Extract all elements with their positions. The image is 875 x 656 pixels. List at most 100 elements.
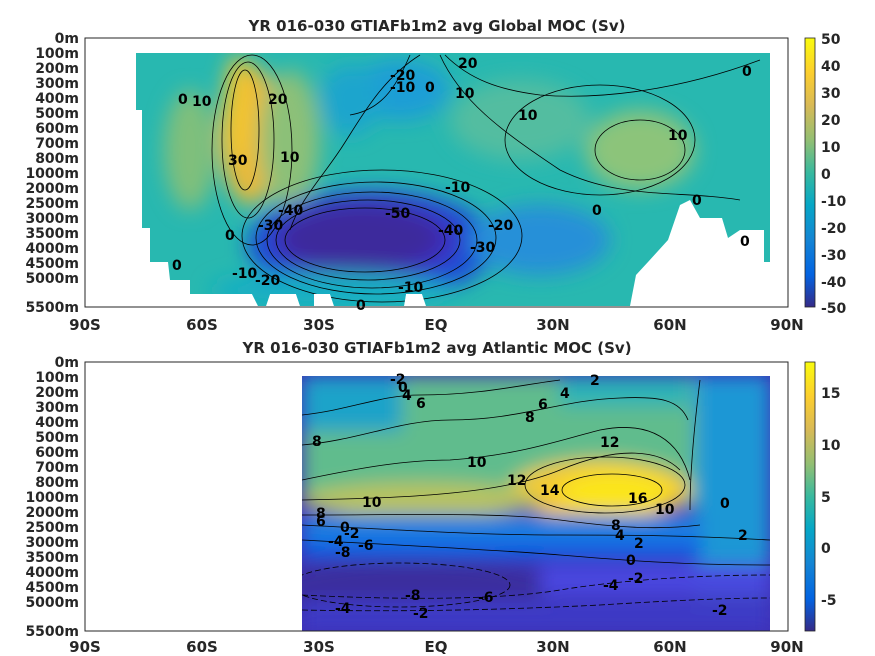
x-tick-label: 60S <box>186 638 218 656</box>
atlantic-moc-contours <box>302 379 770 612</box>
y-tick-label: 5500m <box>25 300 79 316</box>
contour-label: -8 <box>335 545 351 561</box>
x-tick-label: EQ <box>425 638 448 656</box>
contour-label: 10 <box>668 128 688 144</box>
x-tick-label: 90S <box>69 638 101 656</box>
y-tick-label: 5500m <box>25 624 79 640</box>
contour-label: 10 <box>455 86 475 102</box>
contour-label: 6 <box>316 514 326 530</box>
y-tick-label: 200m <box>35 61 79 77</box>
contour-label: 4 <box>615 528 625 544</box>
y-tick-label: 600m <box>35 445 79 461</box>
colorbar-tick-label: 40 <box>821 59 841 75</box>
global-moc-title: YR 016-030 GTIAFb1m2 avg Global MOC (Sv) <box>248 17 626 35</box>
y-tick-label: 5000m <box>25 271 79 287</box>
x-tick-label: 90N <box>770 638 803 656</box>
contour-label: -2 <box>712 603 728 619</box>
x-tick-label: 90S <box>69 316 101 334</box>
atlantic-moc-axes-box <box>84 361 789 632</box>
colorbar-tick-label: 5 <box>821 490 831 506</box>
x-tick-label: 30S <box>303 316 335 334</box>
contour-label: 0 <box>356 298 366 314</box>
y-tick-label: 0m <box>55 31 79 47</box>
contour-label: -4 <box>328 534 344 550</box>
contour-label: -10 <box>398 280 424 296</box>
contour-label: 10 <box>655 502 675 518</box>
y-tick-label: 700m <box>35 136 79 152</box>
contour-label: 2 <box>634 536 644 552</box>
colorbar-tick-label: 0 <box>821 541 831 557</box>
atlantic-moc-field <box>302 376 770 631</box>
contour-label: 10 <box>192 94 212 110</box>
contour-label: -6 <box>478 590 494 606</box>
contour-label: -2 <box>413 606 429 622</box>
contour-label: 10 <box>362 495 382 511</box>
contour-label: 0 <box>740 234 750 250</box>
global-moc-y-axis: 0m 100m 200m 300m 400m 500m 600m 700m 80… <box>25 31 79 316</box>
colorbar-tick-label: 30 <box>821 86 841 102</box>
colorbar-tick-label: -30 <box>821 248 847 264</box>
contour-label: -30 <box>258 218 284 234</box>
y-tick-label: 800m <box>35 151 79 167</box>
y-tick-label: 4000m <box>25 241 79 257</box>
x-tick-label: 60N <box>653 316 686 334</box>
x-tick-label: 60S <box>186 316 218 334</box>
y-tick-label: 2500m <box>25 196 79 212</box>
contour-label: 10 <box>518 108 538 124</box>
global-moc-colorbar: 50 40 30 20 10 0 -10 -20 -30 -40 -50 <box>804 32 847 317</box>
atlantic-moc-x-axis: 90S 60S 30S EQ 30N 60N 90N <box>69 638 804 656</box>
contour-label: 4 <box>402 388 412 404</box>
colorbar-gradient <box>804 361 816 632</box>
y-tick-label: 3500m <box>25 550 79 566</box>
x-tick-label: 30N <box>536 638 569 656</box>
colorbar-tick-label: -20 <box>821 221 847 237</box>
atlantic-moc-contour-labels: -2 0 4 6 2 4 6 8 8 12 10 12 14 16 10 0 1… <box>312 372 748 622</box>
colorbar-tick-label: 0 <box>821 167 831 183</box>
atlantic-moc-panel: YR 016-030 GTIAFb1m2 avg Atlantic MOC (S… <box>25 339 840 656</box>
colorbar-tick-label: 10 <box>821 140 841 156</box>
colorbar-gradient <box>804 37 816 308</box>
contour-label: 10 <box>280 150 300 166</box>
y-tick-label: 400m <box>35 91 79 107</box>
y-tick-label: 200m <box>35 385 79 401</box>
contour-label: 10 <box>467 455 487 471</box>
colorbar-tick-label: 15 <box>821 386 840 402</box>
contour-label: 14 <box>540 483 560 499</box>
global-moc-contour-labels: -20 -10 0 20 10 0 0 10 20 10 10 30 10 -1… <box>172 56 752 314</box>
colorbar-tick-label: -10 <box>821 194 847 210</box>
y-tick-label: 100m <box>35 46 79 62</box>
atlantic-moc-colorbar: 15 10 5 0 -5 <box>804 361 841 632</box>
contour-label: 8 <box>316 506 326 522</box>
contour-label: -8 <box>405 588 421 604</box>
contour-label: -10 <box>445 180 471 196</box>
contour-label: 0 <box>720 496 730 512</box>
colorbar-tick-label: 20 <box>821 113 841 129</box>
y-tick-label: 2500m <box>25 520 79 536</box>
y-tick-label: 100m <box>35 370 79 386</box>
global-moc-field <box>136 53 770 306</box>
colorbar-tick-label: -50 <box>821 301 847 317</box>
contour-label: 6 <box>538 397 548 413</box>
y-tick-label: 3000m <box>25 535 79 551</box>
y-tick-label: 700m <box>35 460 79 476</box>
y-tick-label: 300m <box>35 400 79 416</box>
contour-label: -20 <box>390 68 416 84</box>
contour-label: -30 <box>470 240 496 256</box>
x-tick-label: 30N <box>536 316 569 334</box>
contour-label: -2 <box>628 571 644 587</box>
contour-label: 12 <box>507 473 526 489</box>
contour-label: -4 <box>603 578 619 594</box>
contour-label: 8 <box>525 410 535 426</box>
atlantic-moc-y-axis: 0m 100m 200m 300m 400m 500m 600m 700m 80… <box>25 355 79 640</box>
y-tick-label: 1000m <box>25 490 79 506</box>
contour-label: 0 <box>178 92 188 108</box>
contour-label: -50 <box>385 206 411 222</box>
contour-label: 6 <box>416 396 426 412</box>
contour-label: -2 <box>390 372 406 388</box>
contour-label: -2 <box>344 526 360 542</box>
contour-label: 0 <box>340 520 350 536</box>
contour-label: -4 <box>335 601 351 617</box>
contour-label: -10 <box>232 266 258 282</box>
y-tick-label: 3500m <box>25 226 79 242</box>
